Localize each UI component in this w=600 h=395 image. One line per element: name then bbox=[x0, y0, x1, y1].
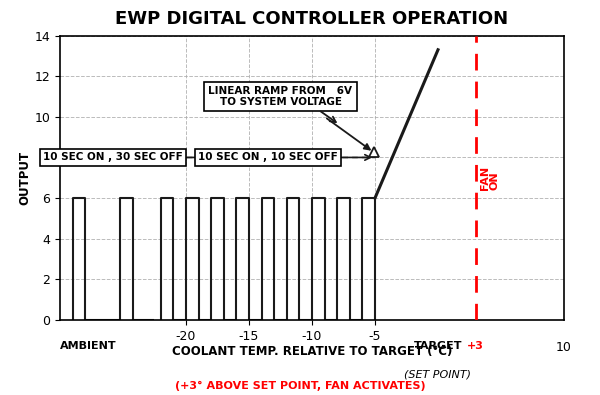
Text: LINEAR RAMP FROM   6V
TO SYSTEM VOLTAGE: LINEAR RAMP FROM 6V TO SYSTEM VOLTAGE bbox=[209, 86, 353, 107]
Text: 10 SEC ON , 10 SEC OFF: 10 SEC ON , 10 SEC OFF bbox=[198, 152, 338, 162]
Text: (+3° ABOVE SET POINT, FAN ACTIVATES): (+3° ABOVE SET POINT, FAN ACTIVATES) bbox=[175, 381, 425, 391]
Text: FAN
ON: FAN ON bbox=[480, 166, 499, 190]
Text: 10: 10 bbox=[556, 341, 572, 354]
Title: EWP DIGITAL CONTROLLER OPERATION: EWP DIGITAL CONTROLLER OPERATION bbox=[115, 10, 509, 28]
Text: 10 SEC ON , 30 SEC OFF: 10 SEC ON , 30 SEC OFF bbox=[43, 152, 183, 162]
Text: TARGET: TARGET bbox=[414, 341, 462, 351]
X-axis label: COOLANT TEMP. RELATIVE TO TARGET (°C): COOLANT TEMP. RELATIVE TO TARGET (°C) bbox=[172, 346, 452, 358]
Text: +3: +3 bbox=[467, 341, 484, 351]
Text: (SET POINT): (SET POINT) bbox=[404, 370, 472, 380]
Y-axis label: OUTPUT: OUTPUT bbox=[19, 150, 32, 205]
Text: AMBIENT: AMBIENT bbox=[60, 341, 116, 351]
